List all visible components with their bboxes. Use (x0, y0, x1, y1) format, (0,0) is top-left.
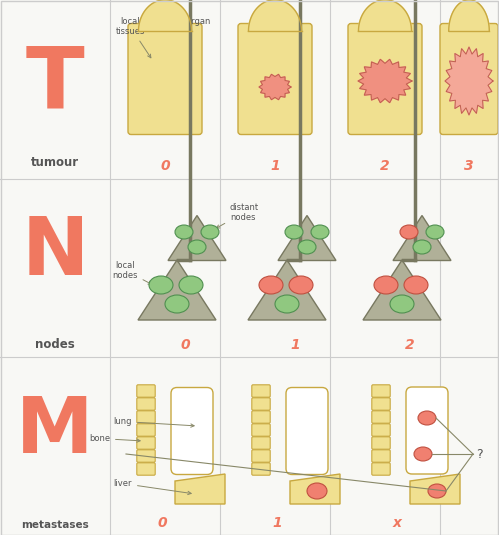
Text: local
tissues: local tissues (115, 17, 151, 58)
FancyBboxPatch shape (372, 411, 390, 423)
FancyBboxPatch shape (286, 387, 328, 475)
Polygon shape (259, 74, 291, 100)
Text: 0: 0 (160, 159, 170, 173)
Polygon shape (445, 47, 493, 115)
Text: M: M (16, 393, 94, 469)
Text: organ: organ (177, 17, 212, 30)
FancyBboxPatch shape (238, 24, 312, 134)
Ellipse shape (259, 276, 283, 294)
Polygon shape (278, 216, 336, 261)
Polygon shape (410, 474, 460, 504)
Ellipse shape (413, 240, 431, 254)
Polygon shape (393, 216, 451, 261)
Ellipse shape (188, 240, 206, 254)
Polygon shape (249, 0, 301, 31)
FancyBboxPatch shape (137, 385, 155, 397)
Ellipse shape (428, 484, 446, 498)
Text: local
nodes: local nodes (112, 261, 152, 284)
FancyBboxPatch shape (137, 424, 155, 436)
FancyBboxPatch shape (372, 450, 390, 462)
Ellipse shape (175, 225, 193, 239)
Polygon shape (363, 260, 441, 320)
Ellipse shape (285, 225, 303, 239)
Text: T: T (25, 42, 84, 126)
Ellipse shape (390, 295, 414, 313)
Ellipse shape (404, 276, 428, 294)
FancyBboxPatch shape (348, 24, 422, 134)
FancyBboxPatch shape (252, 463, 270, 475)
FancyBboxPatch shape (440, 24, 498, 134)
Text: 0: 0 (157, 516, 167, 530)
Text: liver: liver (113, 479, 191, 495)
Text: 0: 0 (180, 338, 190, 352)
Polygon shape (358, 59, 412, 103)
Polygon shape (168, 216, 226, 261)
FancyBboxPatch shape (171, 387, 213, 475)
Ellipse shape (289, 276, 313, 294)
FancyBboxPatch shape (137, 450, 155, 462)
FancyBboxPatch shape (252, 398, 270, 410)
Polygon shape (449, 0, 490, 31)
Text: nodes: nodes (35, 339, 75, 351)
Ellipse shape (418, 411, 436, 425)
Ellipse shape (307, 483, 327, 499)
FancyBboxPatch shape (252, 385, 270, 397)
FancyBboxPatch shape (252, 437, 270, 449)
Text: 1: 1 (270, 159, 280, 173)
Text: metastases: metastases (21, 520, 89, 530)
Text: distant
nodes: distant nodes (217, 203, 259, 228)
Text: tumour: tumour (31, 157, 79, 170)
Polygon shape (138, 260, 216, 320)
Polygon shape (248, 260, 326, 320)
FancyBboxPatch shape (372, 463, 390, 475)
FancyBboxPatch shape (137, 398, 155, 410)
Text: 1: 1 (290, 338, 300, 352)
FancyBboxPatch shape (137, 437, 155, 449)
Text: lung: lung (113, 417, 194, 427)
Text: 2: 2 (380, 159, 390, 173)
Ellipse shape (374, 276, 398, 294)
Ellipse shape (298, 240, 316, 254)
FancyBboxPatch shape (252, 424, 270, 436)
FancyBboxPatch shape (372, 385, 390, 397)
Polygon shape (358, 0, 412, 31)
FancyBboxPatch shape (372, 398, 390, 410)
FancyBboxPatch shape (128, 24, 202, 134)
FancyBboxPatch shape (137, 463, 155, 475)
Text: N: N (21, 214, 89, 292)
Ellipse shape (179, 276, 203, 294)
Ellipse shape (275, 295, 299, 313)
Text: ?: ? (476, 447, 483, 461)
Ellipse shape (201, 225, 219, 239)
FancyBboxPatch shape (372, 424, 390, 436)
Ellipse shape (149, 276, 173, 294)
Text: bone: bone (89, 434, 140, 443)
Polygon shape (290, 474, 340, 504)
Ellipse shape (426, 225, 444, 239)
Ellipse shape (311, 225, 329, 239)
FancyBboxPatch shape (252, 411, 270, 423)
Ellipse shape (165, 295, 189, 313)
Text: 3: 3 (464, 159, 474, 173)
Polygon shape (175, 474, 225, 504)
FancyBboxPatch shape (137, 411, 155, 423)
FancyBboxPatch shape (252, 450, 270, 462)
Polygon shape (139, 0, 192, 31)
Ellipse shape (400, 225, 418, 239)
FancyBboxPatch shape (406, 387, 448, 474)
Text: 1: 1 (272, 516, 282, 530)
FancyBboxPatch shape (372, 437, 390, 449)
Text: 2: 2 (405, 338, 415, 352)
Ellipse shape (414, 447, 432, 461)
Text: x: x (393, 516, 402, 530)
